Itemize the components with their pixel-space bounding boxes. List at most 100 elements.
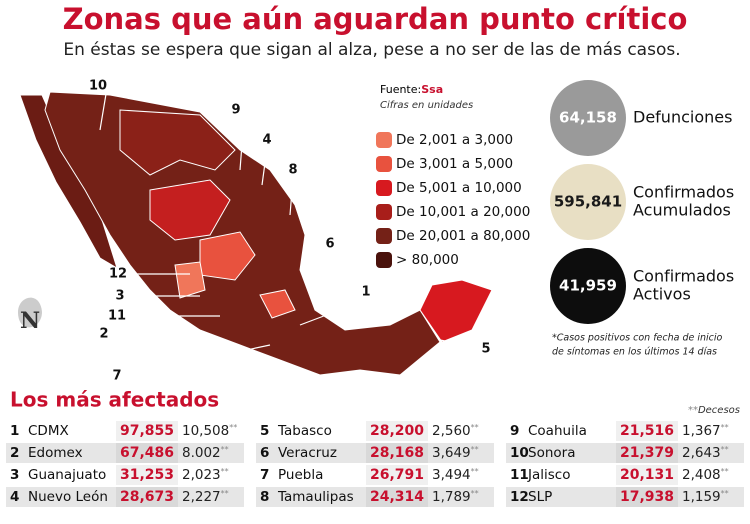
map-label: 2 [99, 327, 108, 342]
legend-swatch [376, 180, 392, 196]
legend-label: De 2,001 a 3,000 [396, 132, 513, 148]
source-note: Cifras en unidades [380, 100, 473, 111]
deaths-marker: ** [221, 467, 229, 476]
cases: 21,379 [620, 445, 674, 461]
region [174, 261, 206, 299]
deaths: 2,560** [432, 423, 479, 440]
rank: 9 [510, 423, 519, 439]
deaths-value: 2,560 [432, 423, 471, 439]
deaths-value: 2,408 [682, 467, 721, 483]
legend-swatch [376, 228, 392, 244]
cases-bg [366, 443, 428, 463]
legend-label: De 10,001 a 20,000 [396, 204, 530, 220]
cases-bg [116, 443, 178, 463]
deaths-value: 2,023 [182, 467, 221, 483]
deaths-marker: ** [229, 423, 237, 432]
deaths: 8.002** [182, 445, 229, 462]
footnote: *Casos positivos con fecha de inicio [552, 333, 723, 344]
deaths-marker: ** [721, 467, 729, 476]
leader-line [319, 251, 331, 281]
rank: 7 [260, 467, 269, 483]
map-label: 6 [325, 237, 334, 252]
cases-bg [366, 487, 428, 507]
cases: 17,938 [620, 489, 674, 505]
deaths: 3,494** [432, 467, 479, 484]
logo-letter: N [20, 308, 40, 334]
deaths-note: **Decesos [688, 405, 740, 416]
deaths: 10,508** [182, 423, 237, 440]
leader-line [124, 344, 271, 377]
deaths-marker: ** [471, 489, 479, 498]
title: Zonas que aún aguardan punto crítico [63, 2, 688, 36]
leader-line [99, 93, 107, 131]
stat-label: Activos [633, 285, 691, 304]
deaths-marker: ** [221, 445, 229, 454]
state: CDMX [28, 423, 69, 439]
region [259, 289, 296, 319]
logo [18, 297, 42, 328]
rank: 10 [510, 445, 529, 461]
deaths-value: 3,649 [432, 445, 471, 461]
cases-bg [116, 487, 178, 507]
state: Veracruz [278, 445, 337, 461]
state: Coahuila [528, 423, 587, 439]
state: Edomex [28, 445, 83, 461]
deaths: 1,159** [682, 489, 729, 506]
cases: 24,314 [370, 489, 424, 505]
cases: 28,673 [120, 489, 174, 505]
deaths-value: 1,159 [682, 489, 721, 505]
deaths: 2,023** [182, 467, 229, 484]
map-label: 1 [361, 285, 370, 300]
stat-label: Confirmados [633, 267, 734, 286]
rank: 12 [510, 489, 529, 505]
rank: 8 [260, 489, 269, 505]
stat-value: 41,959 [559, 277, 617, 295]
leader-line [261, 147, 268, 186]
stat-circle [550, 164, 626, 240]
deaths: 2,643** [682, 445, 729, 462]
deaths: 2,408** [682, 467, 729, 484]
state: Nuevo León [28, 489, 108, 505]
stat-value: 595,841 [554, 193, 622, 211]
leader-line [111, 329, 201, 335]
state: SLP [528, 489, 552, 505]
stat-circle [550, 80, 626, 156]
leader-line [439, 339, 487, 350]
rank: 3 [10, 467, 19, 483]
legend-label: De 5,001 a 10,000 [396, 180, 522, 196]
legend-label: De 20,001 a 80,000 [396, 228, 530, 244]
map-label: 5 [481, 342, 490, 357]
deaths-value: 2,227 [182, 489, 221, 505]
map-label: 10 [89, 79, 107, 94]
cases-bg [616, 465, 678, 485]
cases: 67,486 [120, 445, 174, 461]
source: Fuente:Ssa [380, 83, 443, 96]
deaths: 1,789** [432, 489, 479, 506]
region [119, 109, 236, 176]
map: N [18, 91, 493, 376]
state: Guanajuato [28, 467, 106, 483]
rank: 4 [10, 489, 19, 505]
deaths-marker: ** [471, 445, 479, 454]
map-label: 8 [288, 163, 297, 178]
deaths-marker: ** [721, 445, 729, 454]
state: Tabasco [277, 423, 332, 439]
rank: 2 [10, 445, 19, 461]
deaths: 1,367** [682, 423, 729, 440]
map-label: 12 [109, 267, 127, 282]
deaths-value: 2,643 [682, 445, 721, 461]
subtitle: En éstas se espera que sigan al alza, pe… [63, 40, 680, 60]
state: Sonora [528, 445, 575, 461]
legend-swatch [376, 156, 392, 172]
rank: 1 [10, 423, 19, 439]
deaths-marker: ** [471, 423, 479, 432]
rank: 5 [260, 423, 269, 439]
stat-label: Defunciones [633, 108, 732, 127]
map-label: 11 [108, 309, 126, 324]
stat-circle [550, 248, 626, 324]
rank: 11 [510, 467, 529, 483]
stat-value: 64,158 [559, 109, 617, 127]
leader-line [239, 117, 245, 171]
cases: 21,516 [620, 423, 674, 439]
